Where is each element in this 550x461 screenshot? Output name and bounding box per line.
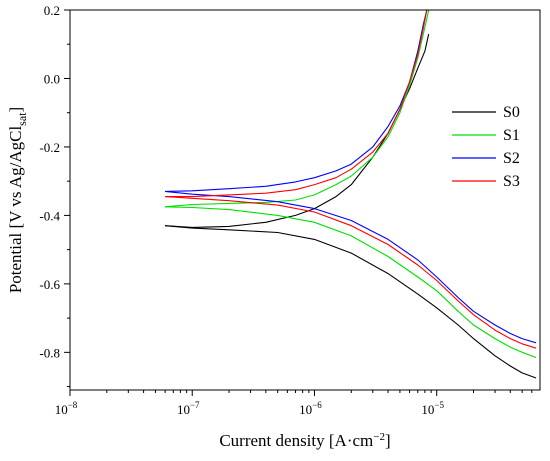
- y-tick-label: -0.6: [39, 277, 60, 292]
- series-layer: [165, 10, 537, 379]
- y-tick-label: 0.0: [44, 71, 60, 86]
- x-tick-label: 10−8: [55, 400, 78, 417]
- x-tick-label: 10−7: [177, 400, 200, 417]
- legend-label-s3: S3: [503, 173, 520, 190]
- y-tick-label: 0.2: [44, 3, 60, 18]
- x-axis-label: Current density [A·cm−2]: [219, 431, 390, 450]
- legend-label-s0: S0: [503, 104, 520, 121]
- legend-label-s2: S2: [503, 150, 520, 167]
- plot-frame: [69, 9, 541, 391]
- x-tick-label: 10−6: [299, 400, 322, 417]
- legend-label-s1: S1: [503, 127, 520, 144]
- series-s1-cathodic-line: [165, 206, 537, 359]
- y-tick-label: -0.8: [39, 345, 60, 360]
- series-s1-anodic-line: [165, 10, 430, 208]
- y-tick-label: -0.2: [39, 140, 60, 155]
- y-axis-label: Potential [V vs Ag/AgClsat]: [6, 107, 29, 293]
- series-s2-cathodic-line: [165, 190, 537, 344]
- series-s0-cathodic-line: [165, 225, 537, 379]
- x-tick-label: 10−5: [421, 400, 444, 417]
- y-tick-label: -0.4: [39, 208, 60, 223]
- series-s0-anodic-line: [165, 33, 430, 228]
- legend: S0 S1 S2 S3: [452, 104, 520, 190]
- series-s3-cathodic-line: [165, 196, 537, 349]
- ticks-layer: 10−8 10−7 10−6 10−5 0.2 0.0 -0.2 -0.4 -0.6 -0.8: [39, 3, 533, 417]
- series-s2-anodic-line: [165, 10, 428, 192]
- series-s3-anodic-line: [165, 10, 428, 198]
